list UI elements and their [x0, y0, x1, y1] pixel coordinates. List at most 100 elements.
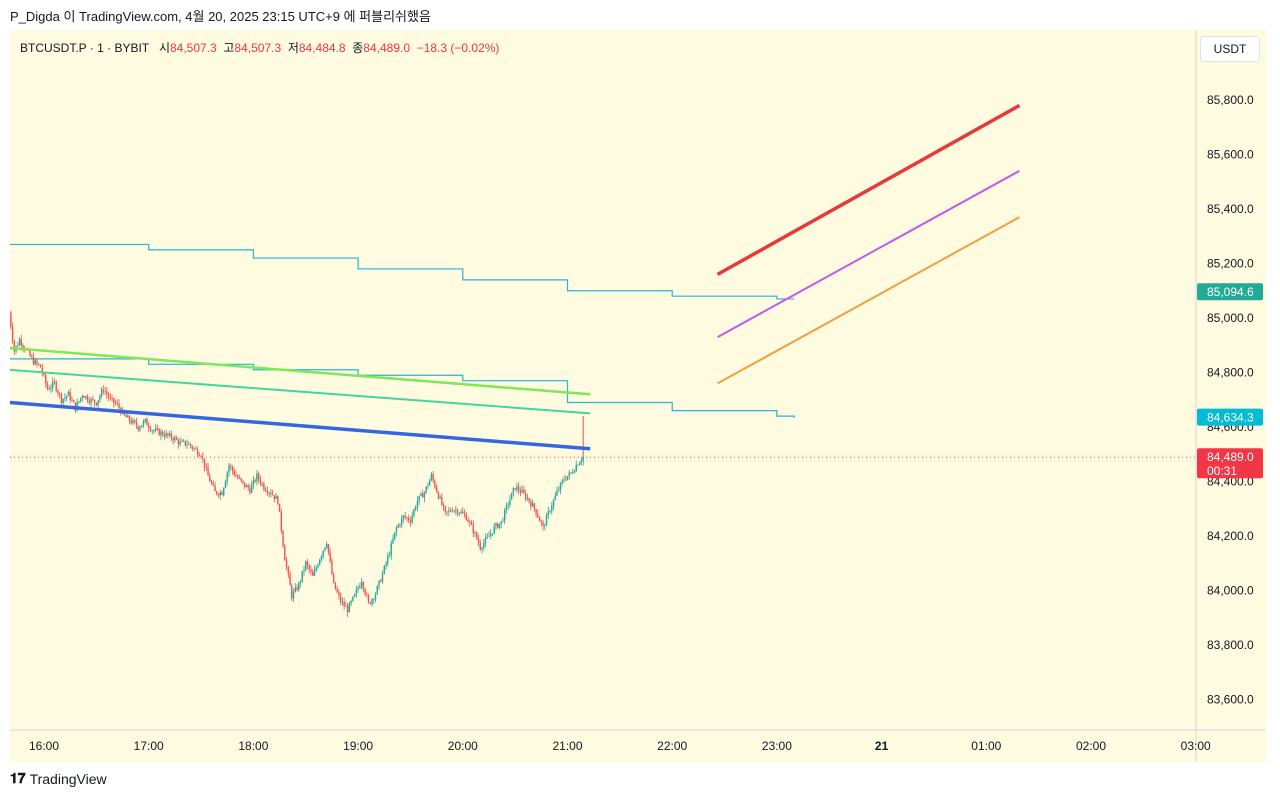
candle-body: [486, 536, 488, 538]
time-tick-label: 02:00: [1076, 739, 1106, 753]
candle-body: [210, 481, 213, 484]
candle-body: [268, 492, 270, 494]
candle-body: [312, 571, 314, 576]
candle-body: [495, 523, 497, 527]
candle-body: [364, 588, 366, 595]
candle-body: [484, 537, 487, 543]
candle-body: [334, 582, 337, 590]
candle-body: [231, 466, 234, 471]
candle-body: [165, 433, 167, 437]
candle-body: [352, 596, 354, 601]
candle-body: [324, 547, 326, 551]
candle-body: [252, 479, 255, 485]
chart-area[interactable]: 85,800.0 85,600.0 85,400.0 85,200.0 85,000.0…: [10, 30, 1266, 762]
violet-line: [717, 169, 1020, 338]
green-line: [10, 346, 591, 396]
price-chart[interactable]: 85,800.0 85,600.0 85,400.0 85,200.0 85,000.0…: [10, 30, 1266, 762]
candle-body: [448, 510, 450, 512]
candle-body: [315, 567, 317, 571]
candle-body: [498, 523, 501, 528]
candle-body: [570, 472, 572, 474]
candle-body: [202, 456, 204, 459]
price-label-text: 85,094.6: [1207, 285, 1254, 299]
candle-body: [418, 495, 420, 501]
candle-body: [566, 476, 569, 480]
candle-body: [421, 493, 424, 498]
candle-body: [90, 398, 92, 403]
candle-body: [72, 400, 75, 403]
candle-body: [559, 482, 562, 490]
currency-button[interactable]: USDT: [1200, 36, 1260, 62]
time-tick-label: 17:00: [134, 739, 164, 753]
candle-body: [228, 465, 230, 473]
candle-body: [261, 483, 263, 485]
price-label-text: 84,634.3: [1207, 411, 1254, 425]
candle-body: [434, 480, 436, 488]
candle-body: [441, 496, 443, 505]
candle-body: [305, 561, 307, 570]
candle-body: [367, 595, 370, 603]
candle-body: [360, 581, 363, 587]
candle-body: [497, 523, 499, 528]
countdown-timer: 00:31: [1207, 464, 1237, 478]
candle-body: [519, 490, 522, 493]
candle-body: [41, 367, 43, 374]
footer-brand[interactable]: 𝟏𝟕 TradingView: [10, 770, 107, 787]
candle-body: [510, 492, 513, 500]
candle-body: [111, 397, 113, 399]
time-tick-label: 22:00: [657, 739, 687, 753]
candle-body: [161, 431, 164, 436]
high-value: 84,507.3: [234, 41, 282, 55]
candle-body: [381, 573, 384, 582]
candle-body: [287, 566, 289, 574]
price-tick-label: 83,600.0: [1207, 693, 1254, 707]
candle-body: [142, 421, 145, 426]
candle-body: [154, 428, 157, 431]
candle-body: [481, 548, 483, 550]
candle-body: [52, 381, 54, 388]
candle-body: [38, 363, 40, 365]
candle-body: [306, 561, 309, 566]
time-tick-label: 19:00: [343, 739, 373, 753]
candle-body: [195, 448, 197, 450]
candle-body: [230, 465, 232, 467]
candle-body: [114, 402, 117, 404]
symbol-name[interactable]: BTCUSDT.P · 1 · BYBIT: [20, 41, 149, 55]
candle-body: [301, 571, 303, 582]
candle-body: [125, 414, 127, 418]
candle-body: [191, 446, 194, 449]
candle-body: [362, 581, 365, 589]
candle-body: [100, 389, 103, 397]
candle-body: [408, 517, 410, 521]
candle-body: [149, 428, 152, 431]
candle-body: [537, 514, 539, 518]
candle-body: [376, 586, 378, 595]
candle-body: [558, 489, 560, 491]
candle-body: [219, 492, 221, 496]
candle-body: [36, 360, 38, 364]
candle-body: [216, 491, 218, 495]
candle-body: [453, 510, 455, 512]
candle-body: [102, 389, 105, 392]
candle-body: [399, 524, 401, 526]
candle-body: [144, 418, 146, 422]
candle-body: [135, 422, 138, 427]
candle-body: [212, 483, 214, 486]
candle-body: [430, 474, 433, 481]
candle-body: [170, 433, 173, 439]
publish-caption: P_Digda 이 TradingView.com, 4월 20, 2025 2…: [10, 9, 431, 24]
candle-body: [359, 586, 361, 588]
candle-body: [235, 474, 237, 477]
candle-body: [153, 430, 155, 432]
candle-body: [107, 394, 110, 398]
candle-body: [245, 485, 248, 488]
candle-body: [22, 345, 24, 348]
candle-body: [456, 510, 459, 515]
change-value: −18.3 (−0.02%): [416, 41, 500, 55]
candle-body: [104, 391, 106, 393]
candle-body: [317, 564, 319, 568]
candle-body: [156, 428, 159, 430]
candle-body: [493, 526, 495, 534]
candle-body: [509, 499, 511, 505]
candle-body: [200, 456, 202, 457]
